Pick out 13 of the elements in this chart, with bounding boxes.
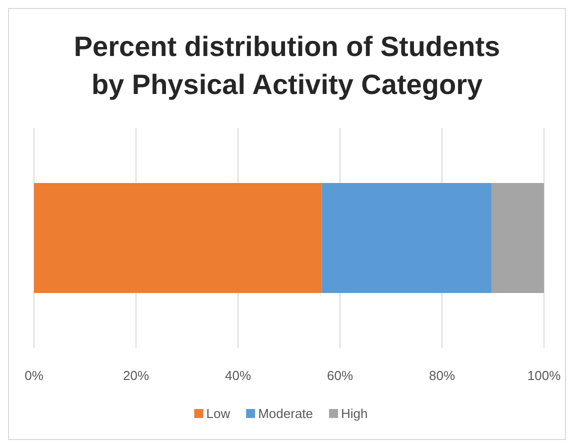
x-tick-label: 0% <box>24 368 44 383</box>
x-tick-label: 40% <box>224 368 252 383</box>
x-tick-label: 100% <box>527 368 562 383</box>
x-tick-label: 80% <box>428 368 456 383</box>
legend-label: High <box>341 406 368 421</box>
chart-title: Percent distribution of Students by Physical Activity Category <box>74 31 500 100</box>
bar <box>34 183 322 293</box>
x-tick-label: 20% <box>122 368 150 383</box>
legend-label: Moderate <box>258 406 314 421</box>
x-tick-label: 60% <box>326 368 354 383</box>
legend-label: Low <box>206 406 231 421</box>
bar <box>491 183 544 293</box>
bar <box>322 183 492 293</box>
